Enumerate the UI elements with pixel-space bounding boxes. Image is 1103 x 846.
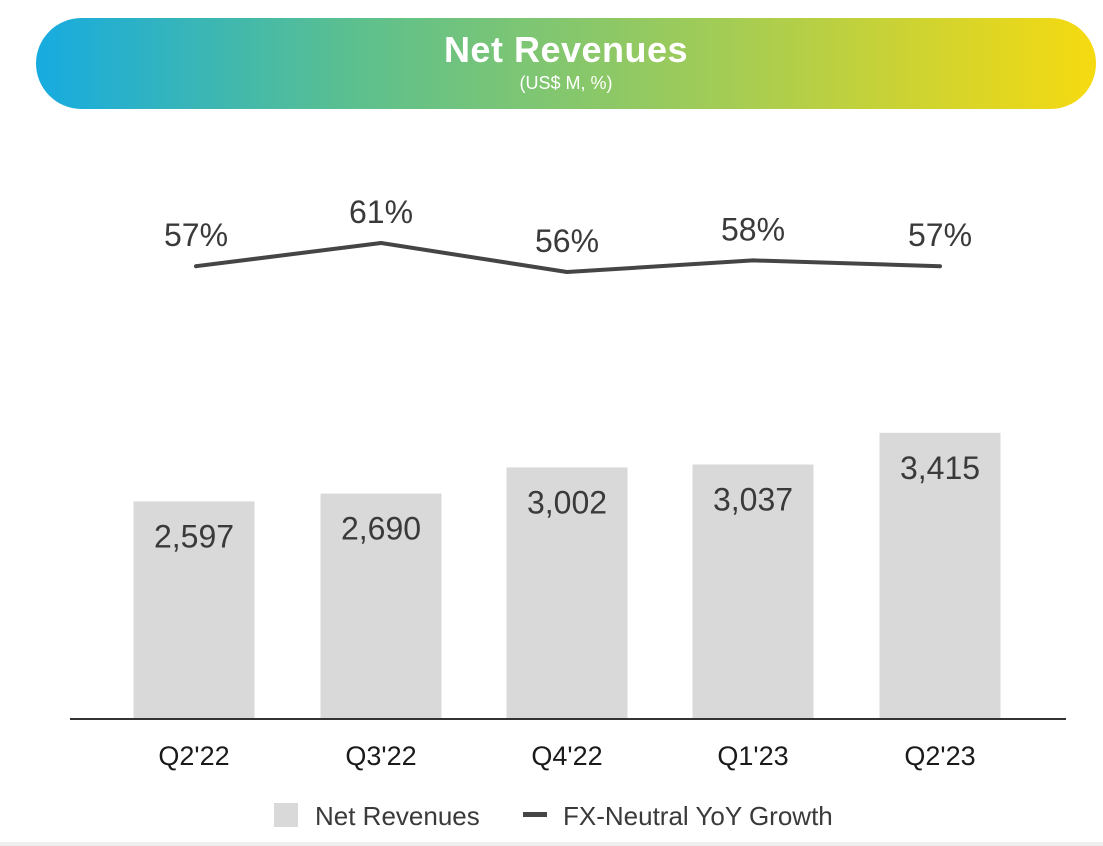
title-banner: Net Revenues (US$ M, %) [36,18,1096,109]
growth-labels: 57% 61% 56% 58% 57% [164,194,972,274]
bar-q123 [692,464,814,719]
x-tick-label: Q2'22 [158,741,229,771]
legend-label-growth: FX-Neutral YoY Growth [563,801,833,831]
bar-q222 [133,501,255,719]
bar-value-label: 2,690 [341,511,421,547]
bar-value-label: 2,597 [154,518,234,554]
bars-layer: 2,597 2,690 3,002 3,037 3,415 [133,432,1001,719]
bar-value-label: 3,002 [527,484,607,520]
legend-label-net-revenues: Net Revenues [315,801,480,831]
bar-value-label: 3,037 [713,481,793,517]
growth-point [938,264,942,269]
growth-point [751,258,755,263]
bar-q422 [506,467,628,719]
x-tick-labels: Q2'22 Q3'22 Q4'22 Q1'23 Q2'23 [158,741,975,771]
growth-point [194,264,198,269]
legend-swatch-net-revenues [274,803,298,827]
x-tick-label: Q3'22 [345,741,416,771]
bottom-divider [0,842,1103,846]
growth-value-label: 57% [908,217,972,253]
chart-title: Net Revenues [443,29,689,70]
bar-value-label: 3,415 [900,450,980,486]
bar-q322 [320,493,442,719]
growth-point [565,270,569,274]
growth-value-label: 57% [164,217,228,253]
chart-subtitle: (US$ M, %) [519,73,613,93]
x-tick-label: Q4'22 [531,741,602,771]
growth-value-label: 58% [721,211,785,247]
x-tick-label: Q2'23 [904,741,975,771]
legend-swatch-growth [523,812,547,817]
growth-value-label: 56% [535,223,599,259]
growth-value-label: 61% [349,194,413,230]
growth-point [379,241,383,245]
x-tick-label: Q1'23 [717,741,788,771]
legend: Net Revenues FX-Neutral YoY Growth [274,801,833,831]
bar-q223 [879,432,1001,719]
